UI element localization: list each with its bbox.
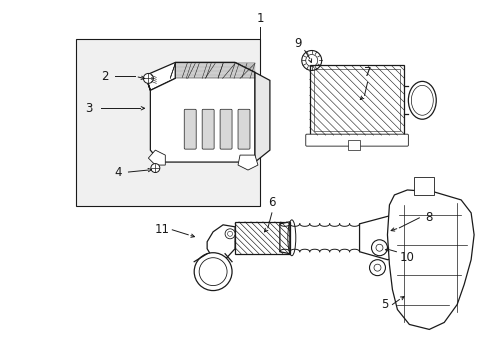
FancyBboxPatch shape <box>202 109 214 149</box>
Text: 7: 7 <box>363 66 370 79</box>
Polygon shape <box>254 72 269 162</box>
FancyBboxPatch shape <box>309 66 404 135</box>
Text: 2: 2 <box>101 70 108 83</box>
Polygon shape <box>359 216 401 260</box>
Polygon shape <box>145 62 254 90</box>
Text: 8: 8 <box>425 211 432 224</box>
Text: 10: 10 <box>399 251 414 264</box>
Ellipse shape <box>407 81 435 119</box>
Polygon shape <box>279 222 289 254</box>
FancyBboxPatch shape <box>235 222 289 254</box>
Ellipse shape <box>143 73 153 84</box>
FancyBboxPatch shape <box>238 109 249 149</box>
FancyBboxPatch shape <box>76 39 260 206</box>
FancyBboxPatch shape <box>413 177 433 195</box>
FancyBboxPatch shape <box>220 109 232 149</box>
Text: 9: 9 <box>293 37 301 50</box>
Polygon shape <box>386 190 473 329</box>
Text: 1: 1 <box>256 12 263 25</box>
Text: 5: 5 <box>380 298 387 311</box>
Ellipse shape <box>151 163 160 172</box>
Polygon shape <box>238 155 258 170</box>
Ellipse shape <box>369 260 385 276</box>
Polygon shape <box>148 150 165 165</box>
Text: 3: 3 <box>85 102 92 115</box>
Ellipse shape <box>224 229 235 239</box>
FancyBboxPatch shape <box>305 134 407 146</box>
Text: 4: 4 <box>115 166 122 179</box>
Text: 11: 11 <box>155 223 169 236</box>
Ellipse shape <box>371 240 386 256</box>
Ellipse shape <box>194 253 232 291</box>
Polygon shape <box>145 62 254 162</box>
Text: 6: 6 <box>267 197 275 210</box>
Polygon shape <box>207 225 235 262</box>
FancyBboxPatch shape <box>184 109 196 149</box>
FancyBboxPatch shape <box>347 140 359 150</box>
